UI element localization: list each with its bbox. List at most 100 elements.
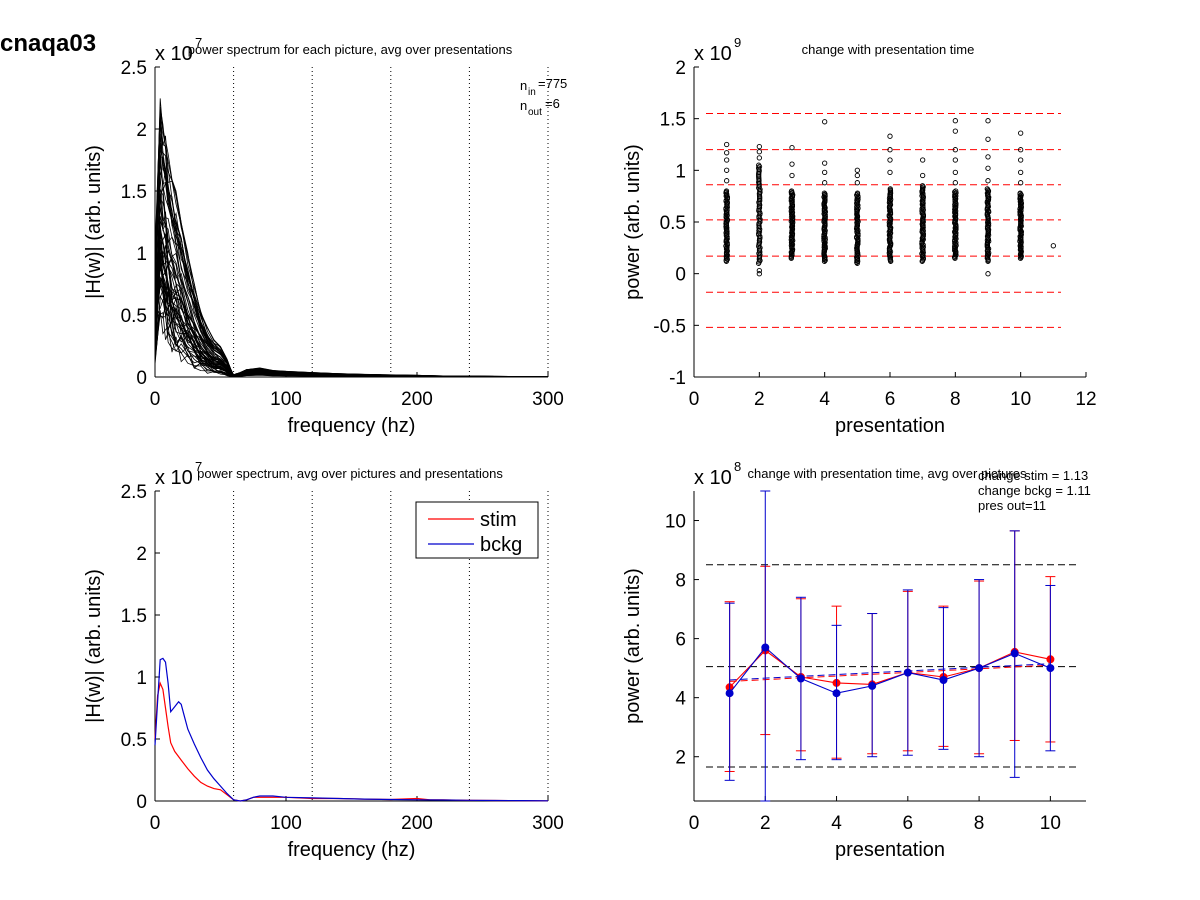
x-tick-label: 0 bbox=[150, 389, 161, 410]
data-point-bckg bbox=[939, 676, 948, 684]
exponent-power: 9 bbox=[734, 35, 741, 50]
series-line-bckg bbox=[729, 646, 1051, 694]
scatter-point bbox=[756, 155, 762, 161]
x-tick-label: 0 bbox=[150, 813, 161, 834]
spectrum-trace bbox=[154, 107, 549, 378]
scatter-point bbox=[821, 190, 828, 196]
y-tick-label: 0.5 bbox=[121, 306, 147, 327]
data-point-bckg bbox=[796, 674, 805, 683]
scatter-point bbox=[756, 271, 762, 277]
spectrum-trace bbox=[154, 116, 548, 378]
x-tick-label: 100 bbox=[270, 389, 302, 410]
y-tick-label: 4 bbox=[675, 689, 686, 710]
scatter-point bbox=[953, 226, 959, 232]
data-point-bckg bbox=[832, 689, 841, 698]
legend-box bbox=[415, 501, 539, 559]
x-tick-label: 0 bbox=[689, 389, 700, 410]
scatter-point bbox=[952, 118, 958, 124]
y-axis-label: |H(w)| (arb. units) bbox=[83, 145, 105, 299]
x-tick-label: 4 bbox=[819, 389, 830, 410]
x-axis-label: frequency (hz) bbox=[288, 839, 416, 861]
data-point-bckg bbox=[975, 664, 984, 673]
exponent-label: x 10 bbox=[155, 43, 193, 65]
scatter-point bbox=[724, 150, 730, 156]
scatter-point bbox=[788, 188, 795, 194]
scatter-point bbox=[985, 118, 991, 124]
y-axis-label: power (arb. units) bbox=[622, 144, 644, 300]
x-tick-label: 10 bbox=[1040, 813, 1061, 834]
y-tick-label: 0 bbox=[136, 368, 147, 389]
scatter-point bbox=[822, 180, 828, 186]
x-tick-label: 6 bbox=[885, 389, 896, 410]
scatter-point bbox=[919, 183, 926, 189]
scatter-point bbox=[789, 144, 795, 151]
spectrum-trace bbox=[154, 111, 549, 378]
data-point-bckg bbox=[1010, 649, 1019, 658]
scatter-point bbox=[756, 149, 762, 155]
x-tick-label: 300 bbox=[532, 389, 564, 410]
data-point-bckg bbox=[903, 668, 912, 677]
y-tick-label: 2.5 bbox=[121, 58, 147, 79]
y-tick-label: -1 bbox=[669, 368, 686, 389]
scatter-point bbox=[821, 235, 827, 242]
scatter-point bbox=[821, 228, 828, 235]
series-line-stim bbox=[154, 681, 549, 802]
scatter-point bbox=[952, 147, 958, 153]
x-tick-label: 2 bbox=[760, 813, 771, 834]
y-tick-label: 1 bbox=[675, 161, 686, 182]
scatter-point bbox=[822, 220, 828, 226]
scatter-point bbox=[887, 186, 893, 192]
scatter-point bbox=[985, 271, 991, 277]
data-point-bckg bbox=[725, 689, 734, 698]
x-tick-label: 4 bbox=[831, 813, 842, 834]
exponent-label: x 10 bbox=[694, 43, 732, 65]
scatter-point bbox=[1017, 190, 1023, 196]
scatter-point bbox=[756, 162, 762, 168]
x-axis-label: presentation bbox=[835, 839, 945, 861]
figure-title: cnaqa03 bbox=[0, 30, 97, 57]
spectrum-trace bbox=[154, 116, 549, 378]
scatter-point bbox=[822, 169, 828, 176]
x-tick-label: 0 bbox=[689, 813, 700, 834]
annotation-text: change stim = 1.13 bbox=[978, 468, 1088, 483]
scatter-point bbox=[1017, 193, 1023, 199]
spectrum-trace bbox=[154, 205, 548, 378]
y-tick-label: 0.5 bbox=[121, 730, 147, 751]
panel-power-spectrum-avg: 0 100 200 300 0 0.5 1 1.5 2 2.5 frequency (hz) |H(w… bbox=[83, 459, 564, 861]
scatter-point bbox=[756, 143, 762, 150]
scatter-point bbox=[952, 169, 958, 176]
scatter-point bbox=[952, 189, 958, 195]
x-tick-label: 100 bbox=[270, 813, 302, 834]
x-tick-label: 8 bbox=[950, 389, 961, 410]
spectrum-trace bbox=[154, 98, 549, 378]
x-tick-label: 2 bbox=[754, 389, 765, 410]
panel-change-avg-over-pictures: 0 2 4 6 8 10 2 4 6 8 10 presentation power (arb. uni… bbox=[622, 459, 1091, 861]
scatter-point bbox=[724, 178, 730, 184]
scatter-point bbox=[822, 195, 828, 201]
y-tick-label: 8 bbox=[675, 571, 686, 592]
scatter-point bbox=[1017, 212, 1023, 218]
scatter-point bbox=[822, 218, 828, 224]
x-axis-label: presentation bbox=[835, 415, 945, 437]
series-line-stim bbox=[729, 649, 1051, 688]
spectrum-trace bbox=[154, 275, 548, 378]
series-line-bckg bbox=[154, 657, 549, 802]
scatter-point bbox=[985, 178, 991, 184]
trend-line-stim bbox=[729, 664, 1051, 682]
annotation-text: pres out=11 bbox=[978, 498, 1046, 513]
panel-title: power spectrum, avg over pictures and pr… bbox=[197, 466, 503, 481]
panel-title: change with presentation time bbox=[802, 42, 975, 57]
y-tick-label: 6 bbox=[675, 630, 686, 651]
scatter-point bbox=[724, 167, 730, 173]
scatter-point bbox=[821, 237, 827, 244]
y-tick-label: -0.5 bbox=[653, 316, 686, 337]
scatter-point bbox=[1018, 147, 1024, 153]
scatter-point bbox=[724, 141, 730, 148]
scatter-point bbox=[1018, 169, 1024, 176]
y-tick-label: 2 bbox=[675, 58, 686, 79]
scatter-point bbox=[1018, 157, 1024, 163]
scatter-point bbox=[887, 147, 893, 153]
scatter-point bbox=[952, 240, 958, 247]
spectrum-trace bbox=[154, 187, 548, 378]
